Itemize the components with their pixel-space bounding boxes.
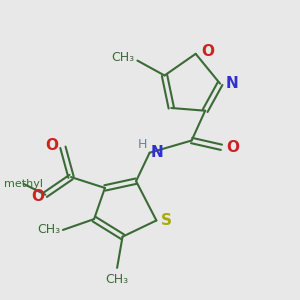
Text: S: S bbox=[161, 213, 172, 228]
Text: methyl: methyl bbox=[4, 179, 43, 189]
Text: CH₃: CH₃ bbox=[37, 224, 60, 236]
Text: O: O bbox=[226, 140, 239, 155]
Text: O: O bbox=[201, 44, 214, 59]
Text: N: N bbox=[151, 145, 164, 160]
Text: N: N bbox=[226, 76, 238, 91]
Text: O: O bbox=[31, 189, 44, 204]
Text: CH₃: CH₃ bbox=[112, 51, 135, 64]
Text: O: O bbox=[45, 138, 58, 153]
Text: H: H bbox=[138, 138, 148, 152]
Text: CH₃: CH₃ bbox=[106, 273, 129, 286]
